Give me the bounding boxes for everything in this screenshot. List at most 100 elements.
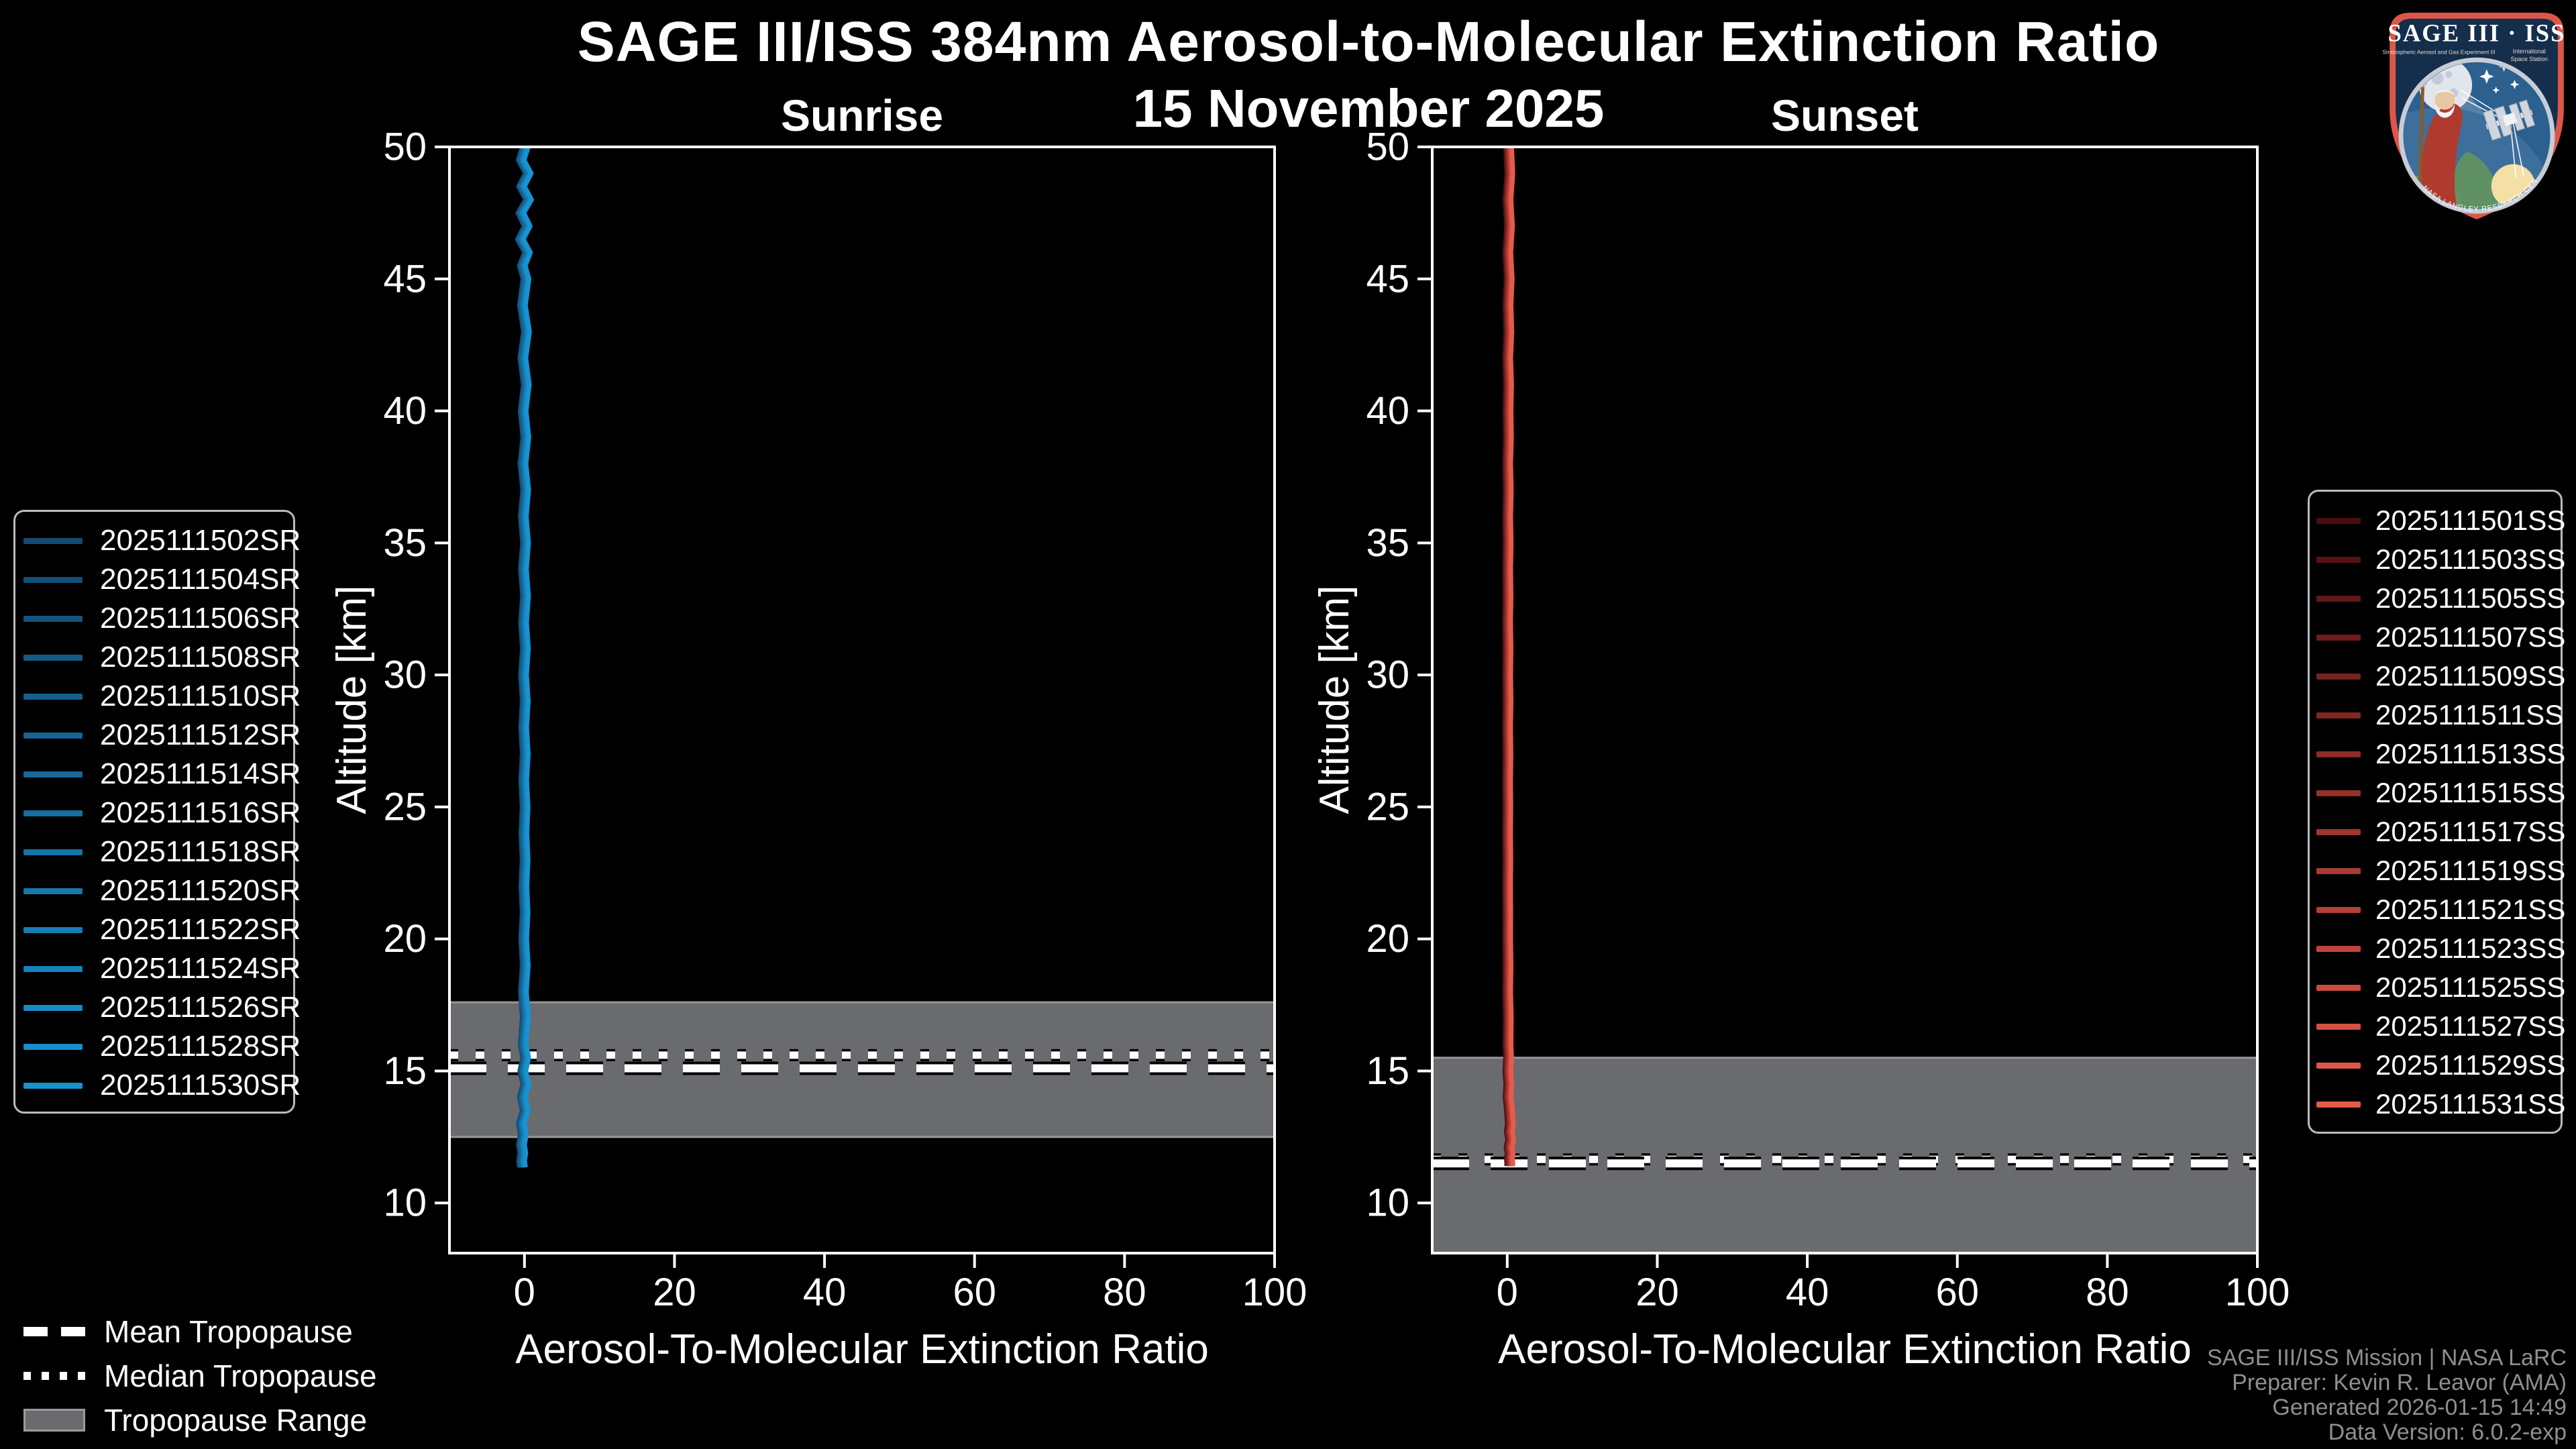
legend-event-label: 2025111530SR bbox=[100, 1069, 301, 1102]
legend-item: 2025111503SS bbox=[2310, 540, 2565, 579]
y-tick-label: 20 bbox=[1366, 917, 1409, 961]
legend-line-swatch bbox=[23, 693, 83, 700]
legend-line-swatch bbox=[2316, 1023, 2361, 1030]
legend-item: 2025111527SS bbox=[2310, 1007, 2565, 1046]
legend-event-label: 2025111506SR bbox=[100, 602, 301, 635]
attribution-generated: Generated 2026-01-15 14:49 bbox=[2272, 1395, 2567, 1420]
y-tick-label: 15 bbox=[1366, 1049, 1409, 1093]
x-axis-label-sunrise: Aerosol-To-Molecular Extinction Ratio bbox=[515, 1326, 1209, 1373]
legend-event-label: 2025111522SR bbox=[100, 913, 301, 946]
legend-item: 2025111513SS bbox=[2310, 735, 2565, 773]
y-tick-label: 50 bbox=[1366, 125, 1409, 169]
profile-line-2025111531SS bbox=[1509, 147, 1516, 1167]
legend-line-swatch bbox=[2316, 595, 2361, 602]
legend-line-swatch bbox=[23, 849, 83, 855]
legend-event-label: 2025111515SS bbox=[2375, 777, 2566, 808]
legend-event-label: 2025111513SS bbox=[2375, 738, 2566, 769]
x-tick-label: 100 bbox=[2225, 1271, 2290, 1314]
legend-line-swatch bbox=[23, 965, 83, 972]
legend-line-swatch bbox=[2316, 517, 2361, 524]
plot-area-sunset bbox=[1432, 147, 2257, 1253]
legend-item: 2025111521SS bbox=[2310, 890, 2565, 929]
y-tick-label: 45 bbox=[383, 257, 427, 301]
legend-event-label: 2025111504SR bbox=[100, 563, 301, 596]
moon-crater bbox=[2445, 71, 2453, 78]
legend-line-swatch bbox=[23, 537, 83, 544]
legend-event-label: 2025111510SR bbox=[100, 680, 301, 712]
tropopause-legend-range: Tropopause Range bbox=[23, 1398, 377, 1442]
legend-item: 2025111507SS bbox=[2310, 618, 2565, 657]
legend-event-label: 2025111525SS bbox=[2375, 971, 2566, 1003]
legend-item: 2025111515SS bbox=[2310, 773, 2565, 812]
legend-event-label: 2025111523SS bbox=[2375, 932, 2566, 964]
y-tick-label: 15 bbox=[383, 1049, 427, 1093]
x-tick-label: 80 bbox=[1103, 1271, 1146, 1314]
plot-spines bbox=[1431, 146, 2259, 1254]
legend-sunrise-events: 2025111502SR 2025111504SR 2025111506SR 2025… bbox=[13, 510, 301, 1114]
legend-item: 2025111508SR bbox=[15, 638, 301, 677]
legend-event-label: 2025111502SR bbox=[100, 524, 301, 557]
legend-item: 2025111516SR bbox=[15, 794, 301, 833]
legend-line-swatch bbox=[23, 732, 83, 739]
panel-title-sunrise: Sunrise bbox=[780, 91, 944, 140]
legend-line-swatch bbox=[2316, 1062, 2361, 1069]
y-tick-label: 35 bbox=[1366, 521, 1409, 565]
plot-area-sunrise bbox=[449, 147, 1275, 1168]
panel-title-sunset: Sunset bbox=[1770, 91, 1919, 140]
sage-iii-iss-mission-patch-logo: NASA LANGLEY RESEARCH CENTER • TAS-I • E… bbox=[2380, 5, 2565, 220]
legend-item: 2025111525SS bbox=[2310, 968, 2565, 1007]
profile-line-2025111530SR bbox=[521, 147, 534, 1168]
legend-item: 2025111501SS bbox=[2310, 501, 2565, 540]
y-tick-label: 35 bbox=[383, 521, 427, 565]
x-tick-label: 100 bbox=[1242, 1271, 1307, 1314]
x-axis-label-sunset: Aerosol-To-Molecular Extinction Ratio bbox=[1498, 1326, 2192, 1373]
legend-event-label: 2025111521SS bbox=[2375, 894, 2566, 925]
y-tick-label: 20 bbox=[383, 917, 427, 961]
legend-item: 2025111504SR bbox=[15, 560, 301, 599]
page-title: SAGE III/ISS 384nm Aerosol-to-Molecular … bbox=[577, 10, 2160, 73]
legend-item: 2025111512SR bbox=[15, 716, 301, 755]
attribution-block: SAGE III/ISS Mission | NASA LaRC Prepare… bbox=[2207, 1346, 2567, 1445]
x-tick-label: 0 bbox=[1497, 1271, 1518, 1314]
legend-line-swatch bbox=[2316, 556, 2361, 563]
legend-item: 2025111528SR bbox=[15, 1027, 301, 1066]
legend-line-swatch bbox=[2316, 906, 2361, 913]
attribution-data-version: Data Version: 6.0.2-exp bbox=[2328, 1419, 2567, 1445]
legend-line-swatch bbox=[23, 1043, 83, 1050]
legend-item: 2025111505SS bbox=[2310, 579, 2565, 618]
patch-subtitle-right-1: International bbox=[2513, 48, 2546, 54]
legend-line-swatch bbox=[23, 1082, 83, 1089]
legend-item: 2025111526SR bbox=[15, 988, 301, 1027]
legend-item: 2025111510SR bbox=[15, 677, 301, 716]
legend-line-swatch bbox=[23, 576, 83, 583]
patch-title: SAGE III · ISS bbox=[2387, 19, 2565, 47]
legend-item: 2025111530SR bbox=[15, 1066, 301, 1105]
y-tick-label: 50 bbox=[383, 125, 427, 169]
patch-subtitle-right-2: Space Station bbox=[2511, 56, 2548, 62]
mean-tropopause-label: Mean Tropopause bbox=[104, 1314, 353, 1349]
page-date: 15 November 2025 bbox=[1132, 78, 1605, 138]
legend-line-swatch bbox=[23, 926, 83, 933]
y-tick-label: 10 bbox=[1366, 1181, 1409, 1225]
legend-line-swatch bbox=[2316, 1101, 2361, 1108]
legend-item: 2025111514SR bbox=[15, 755, 301, 794]
legend-event-label: 2025111517SS bbox=[2375, 816, 2566, 847]
legend-item: 2025111529SS bbox=[2310, 1046, 2565, 1085]
x-tick-label: 80 bbox=[2086, 1271, 2129, 1314]
legend-item: 2025111520SR bbox=[15, 871, 301, 910]
y-axis-label-sunset: Altitude [km] bbox=[1311, 585, 1358, 814]
tropopause-range-label: Tropopause Range bbox=[104, 1403, 368, 1438]
legend-line-swatch bbox=[2316, 828, 2361, 835]
legend-event-label: 2025111531SS bbox=[2375, 1088, 2566, 1120]
legend-item: 2025111502SR bbox=[15, 521, 301, 560]
y-tick-label: 25 bbox=[1366, 785, 1409, 828]
legend-event-label: 2025111509SS bbox=[2375, 660, 2566, 692]
legend-line-swatch bbox=[2316, 945, 2361, 952]
legend-line-swatch bbox=[2316, 751, 2361, 757]
legend-item: 2025111518SR bbox=[15, 833, 301, 871]
iss-icon bbox=[2483, 99, 2536, 141]
legend-item: 2025111509SS bbox=[2310, 657, 2565, 696]
y-axis-label-sunrise: Altitude [km] bbox=[329, 585, 375, 814]
legend-line-swatch bbox=[2316, 634, 2361, 641]
